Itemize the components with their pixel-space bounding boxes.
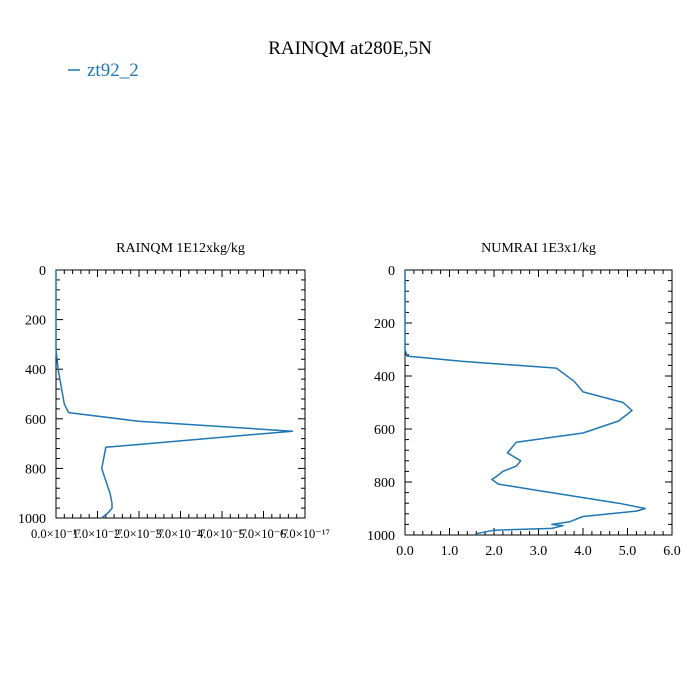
- y-tick-label: 200: [25, 314, 46, 329]
- x-tick-label: 5.0: [619, 544, 637, 559]
- chart-panel-numrai: NUMRAI 1E3x1/kg 0.0 1.0 2.0 3.0 4.0 5.0 6.0 0 200…: [367, 241, 681, 559]
- series-line-zt92_2: [404, 270, 647, 535]
- axes-frame: [55, 269, 306, 519]
- y-tick-label: 600: [25, 413, 46, 428]
- y-tick-label: 400: [374, 370, 395, 385]
- x-tick-label: 4.0: [574, 544, 592, 559]
- y-tick-label: 0: [388, 264, 395, 279]
- y-tick-label: 800: [25, 462, 46, 477]
- x-tick-label: 2.0×10⁻¹⁷: [114, 527, 164, 541]
- y-tick-label: 800: [374, 476, 395, 491]
- y-tick-label: 1000: [18, 512, 46, 527]
- panel-title: RAINQM 1E12xkg/kg: [116, 241, 245, 256]
- x-tick-label: 4.0×10⁻¹⁷: [197, 527, 247, 541]
- x-tick-label: 5.0×10⁻¹⁷: [239, 527, 289, 541]
- x-tick-label: 0.0: [396, 544, 414, 559]
- x-tick-label: 3.0: [530, 544, 548, 559]
- chart-panel-rainqm: RAINQM 1E12xkg/kg 0.0×10⁻¹⁷1.0×10⁻¹⁷2.0×1…: [18, 241, 330, 541]
- x-tick-label: 1.0: [441, 544, 459, 559]
- y-tick-label: 200: [374, 317, 395, 332]
- y-tick-label: 600: [374, 423, 395, 438]
- x-tick-label: 6.0: [663, 544, 681, 559]
- y-tick-label: 0: [39, 264, 46, 279]
- x-tick-label: 1.0×10⁻¹⁷: [73, 527, 123, 541]
- y-tick-label: 1000: [367, 529, 395, 544]
- panel-title: NUMRAI 1E3x1/kg: [481, 241, 596, 256]
- axes-frame: [404, 269, 673, 536]
- legend: zt92_2: [68, 60, 139, 81]
- x-tick-label: 6.0×10⁻¹⁷: [280, 527, 330, 541]
- y-tick-label: 400: [25, 363, 46, 378]
- legend-label: zt92_2: [87, 60, 139, 81]
- figure-title: RAINQM at280E,5N: [268, 38, 432, 59]
- x-tick-label: 2.0: [485, 544, 503, 559]
- series-line-zt92_2: [55, 270, 294, 519]
- x-tick-label: 0.0×10⁻¹⁷: [31, 527, 81, 541]
- x-tick-label: 3.0×10⁻¹⁷: [156, 527, 206, 541]
